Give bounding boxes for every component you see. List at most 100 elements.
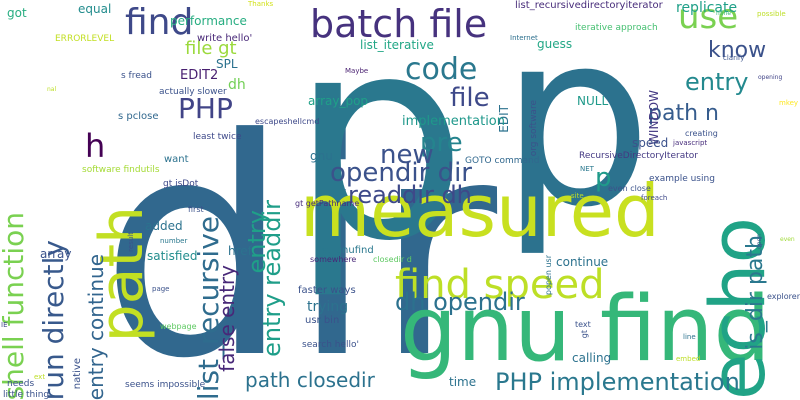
cloud-word: foreach [641, 194, 668, 202]
cloud-word: got [7, 6, 27, 20]
cloud-word: NET [580, 165, 594, 173]
cloud-word: speed [632, 136, 669, 150]
cloud-word: guess [537, 37, 573, 51]
cloud-word: page [152, 285, 170, 293]
cloud-word: trying [307, 299, 349, 315]
cloud-word: added [145, 219, 183, 233]
cloud-word: actually slower [159, 87, 227, 97]
cloud-word: needs [7, 379, 35, 389]
cloud-word: creating [685, 129, 718, 138]
cloud-word: webpage [160, 322, 197, 331]
cloud-word: file gt [185, 38, 237, 59]
cloud-word: seems impossible [125, 380, 206, 390]
cloud-word: know [708, 38, 767, 63]
cloud-word: closedir d [373, 255, 412, 264]
cloud-word: PHP [178, 92, 233, 125]
cloud-word: Maybe [345, 67, 369, 75]
cloud-word: open [756, 234, 763, 249]
cloud-word: opening [758, 74, 783, 81]
cloud-word: GOTO command [465, 156, 540, 166]
cloud-word: little thing [3, 390, 50, 400]
cloud-word: time [449, 375, 477, 389]
cloud-word: Internet [510, 34, 538, 42]
cloud-word: PHP implementation [495, 368, 740, 396]
cloud-word: p [500, 0, 653, 260]
cloud-word: line [683, 333, 696, 341]
cloud-word: batch file [310, 2, 488, 46]
cloud-word: first [188, 205, 204, 214]
cloud-word: shell function [0, 211, 30, 400]
cloud-word: text [575, 320, 591, 329]
cloud-word: entry continue [84, 253, 108, 400]
cloud-word: performance [170, 14, 247, 28]
cloud-word: gt [580, 330, 589, 339]
cloud-word: ERRORLEVEL [55, 34, 115, 44]
cloud-word: search hello' [302, 340, 359, 350]
cloud-word: list_gnufind [316, 245, 374, 256]
cloud-word: mine [716, 10, 732, 17]
cloud-word: dir [100, 75, 498, 400]
cloud-word: result [127, 232, 135, 252]
cloud-word: entry [685, 68, 749, 96]
cloud-word: new [380, 140, 434, 170]
cloud-word: want [164, 154, 189, 165]
cloud-word: path closedir [245, 368, 375, 392]
cloud-word: entry readdir [258, 200, 286, 357]
cloud-word: Thanks [248, 0, 274, 8]
cloud-word: EDIT2 [180, 68, 219, 83]
cloud-word: ext [34, 373, 46, 381]
cloud-word: mkey [779, 99, 799, 107]
cloud-word: p [290, 0, 468, 303]
cloud-word: dh opendir [395, 288, 525, 316]
cloud-word: least twice [193, 132, 242, 142]
cloud-word: false entry [215, 265, 239, 372]
cloud-word: IE [1, 321, 8, 329]
cloud-word: list_recursivedirectoryiterator [515, 0, 663, 11]
cloud-word: explorer [766, 292, 800, 301]
cloud-word: s pclose [118, 111, 159, 122]
cloud-word: implementation [402, 114, 506, 129]
cloud-word: site [571, 192, 584, 200]
cloud-word: find speed [395, 262, 605, 308]
cloud-word: possible [757, 10, 786, 18]
cloud-word: opendir dir [330, 158, 472, 188]
cloud-word: even [780, 236, 795, 243]
cloud-word: equal [78, 2, 112, 16]
cloud-word: file [450, 83, 490, 113]
cloud-word: h [85, 127, 106, 165]
cloud-word: gnu find [400, 277, 771, 382]
cloud-word: list_iterative [360, 38, 434, 52]
cloud-word: nal [47, 86, 57, 93]
cloud-word: iterative approach [575, 23, 658, 33]
cloud-word: satisfied [147, 249, 198, 263]
cloud-word: s fread [121, 71, 152, 81]
cloud-word: href [228, 244, 252, 258]
cloud-word: usr bin [305, 315, 340, 326]
cloud-word: pre [420, 128, 463, 158]
cloud-word: popen usr [544, 255, 553, 296]
cloud-word: somewhere [310, 255, 357, 264]
cloud-word: code [405, 52, 478, 87]
cloud-word: clarify [723, 54, 745, 62]
cloud-word: calling [572, 351, 612, 365]
cloud-word: org software [529, 100, 539, 157]
cloud-word: p [595, 163, 612, 193]
cloud-word: is_dir path [743, 235, 768, 350]
cloud-word: example using [649, 174, 715, 184]
cloud-word: even close [608, 184, 651, 193]
cloud-word: path n [648, 101, 719, 126]
cloud-word: NULL [577, 94, 609, 108]
cloud-word: write hello' [197, 33, 253, 44]
cloud-word: native [72, 358, 83, 390]
cloud-word: dh [228, 77, 246, 93]
cloud-word: embed [676, 355, 701, 363]
cloud-word: find [125, 2, 194, 43]
cloud-word: readdir dh [348, 181, 472, 209]
cloud-word: gnu [310, 149, 333, 163]
cloud-word: use [678, 0, 739, 37]
cloud-word: number [160, 237, 188, 245]
cloud-word: SPL [216, 57, 238, 71]
cloud-word: RecursiveDirectoryIterator [579, 151, 698, 161]
cloud-word: faster ways [298, 285, 356, 296]
